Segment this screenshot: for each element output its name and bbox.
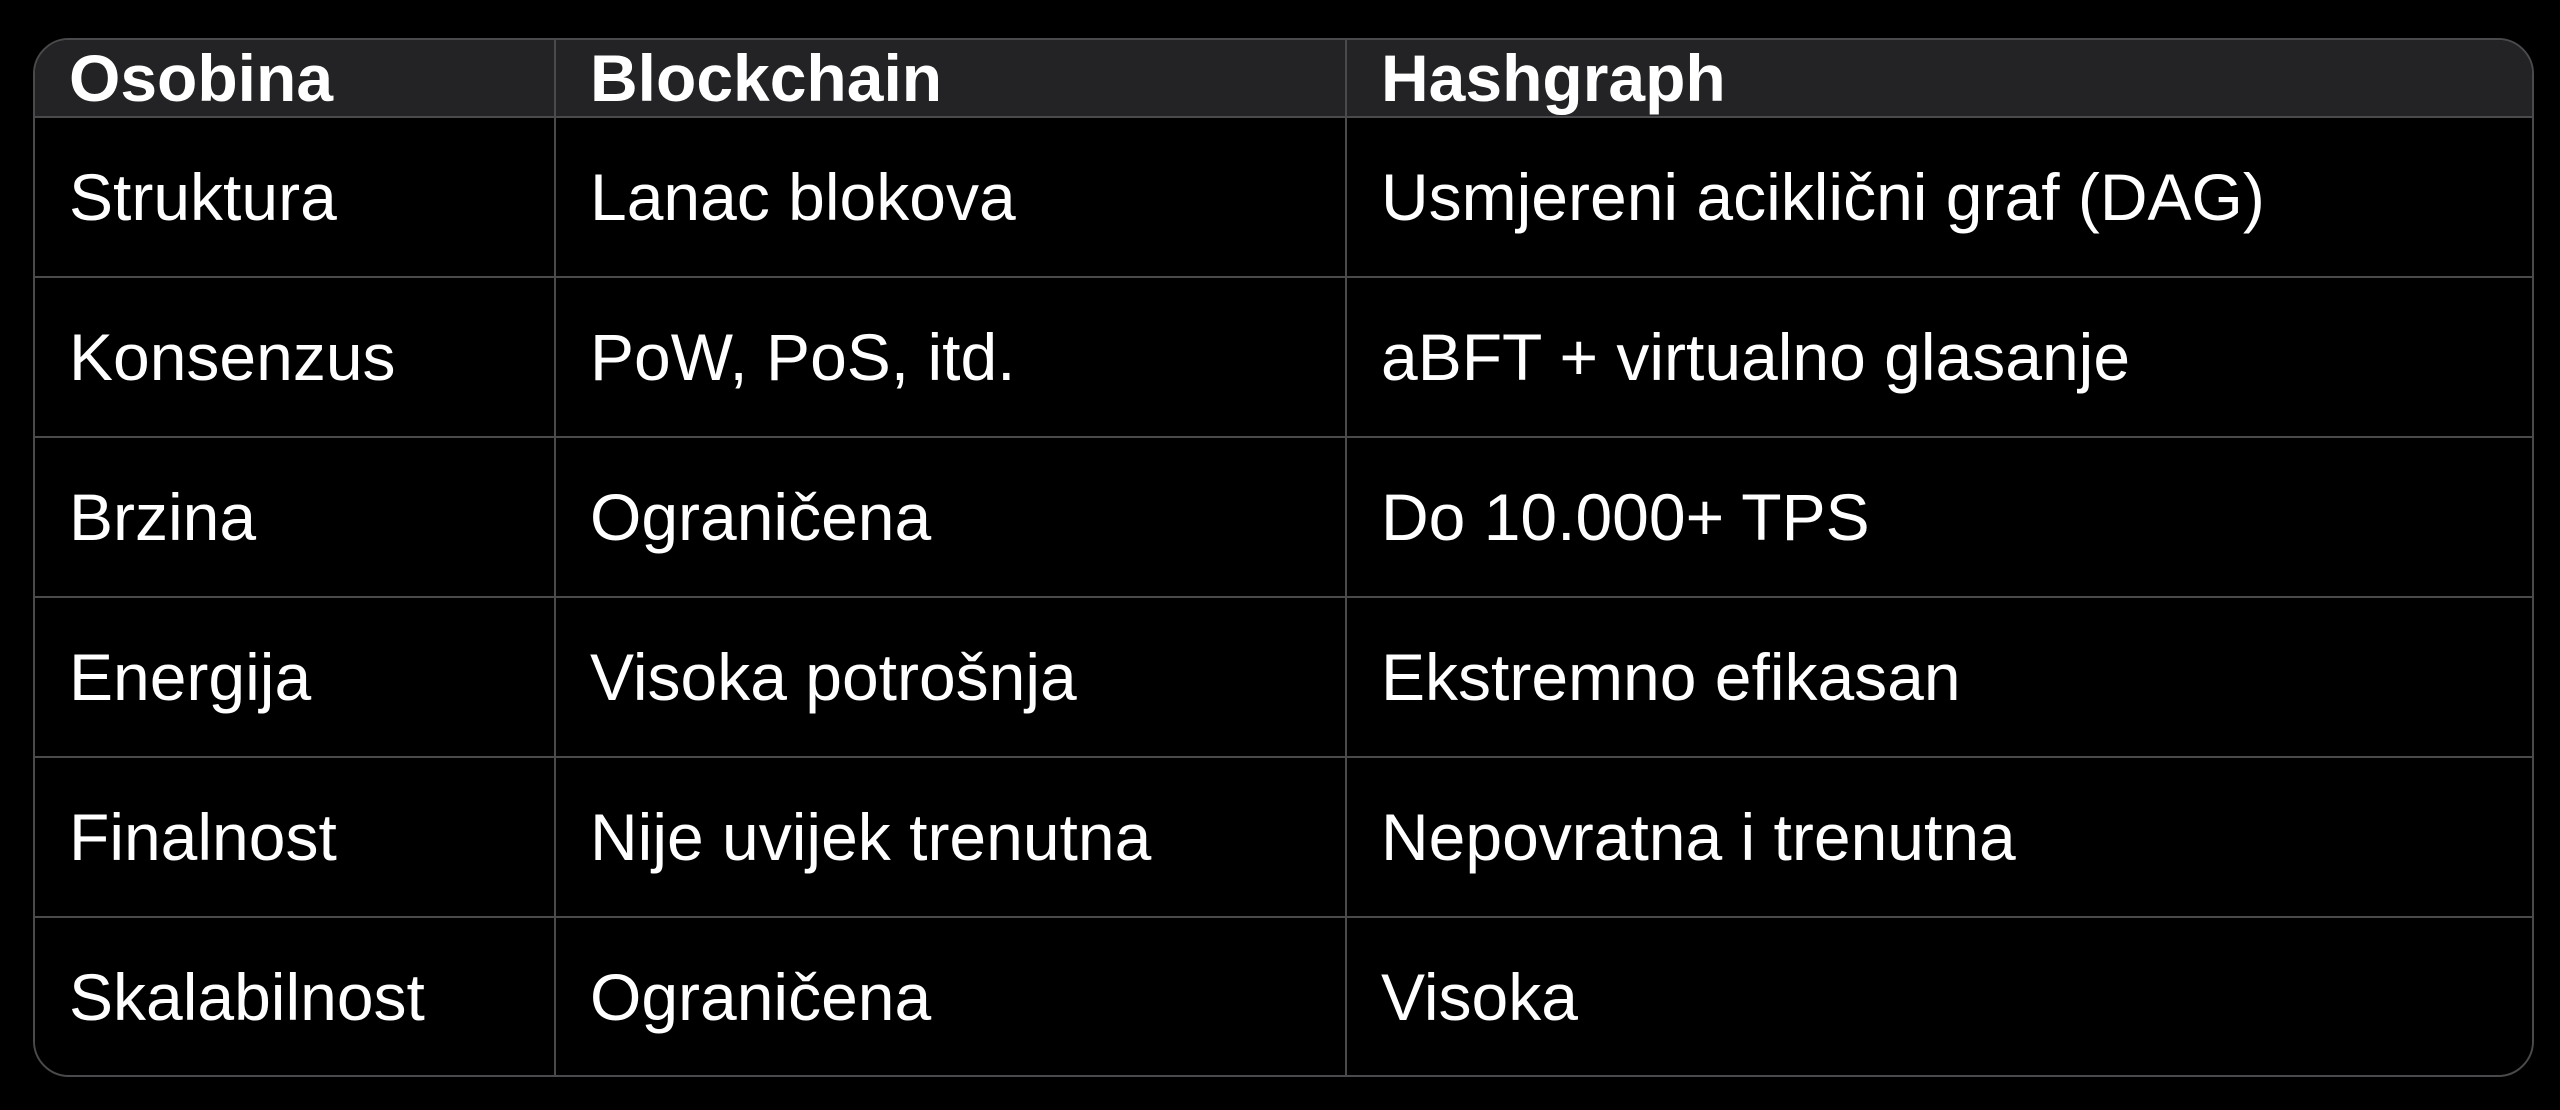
table-cell: Lanac blokova	[554, 116, 1347, 278]
table-cell: Nije uvijek trenutna	[554, 756, 1347, 918]
table-cell: PoW, PoS, itd.	[554, 276, 1347, 438]
table-row: Finalnost Nije uvijek trenutna Nepovratna …	[35, 756, 2532, 918]
header-cell: Osobina	[35, 40, 556, 118]
table-cell: Visoka potrošnja	[554, 596, 1347, 758]
table-row: Brzina Ograničena Do 10.000+ TPS	[35, 436, 2532, 598]
header-cell: Blockchain	[554, 40, 1347, 118]
table-row: Skalabilnost Ograničena Visoka	[35, 916, 2532, 1075]
table-row: Struktura Lanac blokova Usmjereni acikličn…	[35, 116, 2532, 278]
comparison-table-container: Osobina Blockchain Hashgraph Struktura La…	[33, 38, 2534, 1077]
table-cell: Konsenzus	[35, 276, 556, 438]
comparison-table: Osobina Blockchain Hashgraph Struktura La…	[35, 40, 2532, 1075]
header-cell: Hashgraph	[1345, 40, 2532, 118]
table-cell: Struktura	[35, 116, 556, 278]
table-cell: Ograničena	[554, 436, 1347, 598]
table-cell: Do 10.000+ TPS	[1345, 436, 2532, 598]
table-row: Konsenzus PoW, PoS, itd. aBFT + virtualno …	[35, 276, 2532, 438]
table-cell: Visoka	[1345, 916, 2532, 1075]
table-row: Energija Visoka potrošnja Ekstremno efikas…	[35, 596, 2532, 758]
table-cell: Brzina	[35, 436, 556, 598]
table-header-row: Osobina Blockchain Hashgraph	[35, 40, 2532, 118]
table-cell: Usmjereni aciklični graf (DAG)	[1345, 116, 2532, 278]
table-cell: Skalabilnost	[35, 916, 556, 1075]
table-cell: Nepovratna i trenutna	[1345, 756, 2532, 918]
table-cell: Energija	[35, 596, 556, 758]
table-cell: Ekstremno efikasan	[1345, 596, 2532, 758]
table-cell: aBFT + virtualno glasanje	[1345, 276, 2532, 438]
table-cell: Ograničena	[554, 916, 1347, 1075]
table-cell: Finalnost	[35, 756, 556, 918]
